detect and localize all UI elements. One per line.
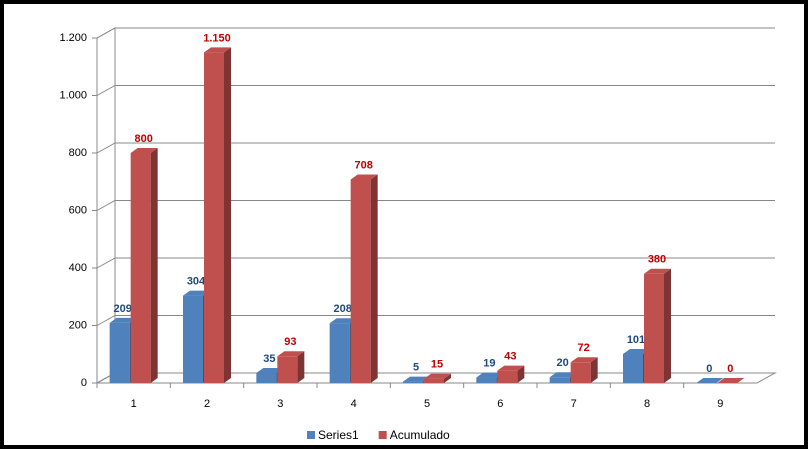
bar-side <box>517 365 525 383</box>
x-tick-label: 6 <box>497 398 503 410</box>
value-label: 19 <box>483 357 495 369</box>
bar <box>350 179 371 383</box>
bar-side <box>370 174 378 383</box>
y-tick-label: 800 <box>69 147 87 159</box>
bar-top <box>329 318 357 324</box>
value-label: 93 <box>284 336 296 348</box>
value-label: 800 <box>134 133 152 145</box>
value-label: 304 <box>187 276 206 288</box>
legend-swatch <box>307 431 315 439</box>
bar-top <box>350 174 378 180</box>
legend-label: Series1 <box>318 428 359 442</box>
x-tick-label: 1 <box>131 398 137 410</box>
grid-line <box>96 27 775 39</box>
bar-top <box>256 367 284 373</box>
value-label: 0 <box>706 363 712 375</box>
x-tick-label: 4 <box>351 398 357 410</box>
bar <box>424 378 444 383</box>
value-label: 0 <box>727 363 733 375</box>
bar <box>277 356 298 383</box>
value-label: 209 <box>113 303 131 315</box>
bar <box>329 323 350 383</box>
bar <box>497 370 518 383</box>
bar <box>256 372 277 383</box>
bar-side <box>224 47 231 383</box>
value-label: 101 <box>627 334 645 346</box>
bar <box>130 153 151 383</box>
bar-top <box>644 268 671 274</box>
bar-top <box>623 348 650 354</box>
bar-top <box>717 378 745 383</box>
bar-top <box>476 372 504 378</box>
x-tick-label: 2 <box>204 398 210 410</box>
grid-line <box>96 315 775 326</box>
grid-line <box>96 85 775 96</box>
bar-top <box>109 317 137 323</box>
y-tick-label: 1.200 <box>59 32 87 44</box>
bar-top <box>570 357 598 363</box>
value-label: 208 <box>333 303 351 315</box>
bar-top <box>549 372 577 378</box>
bar-side <box>590 357 598 383</box>
bar-top <box>183 290 210 296</box>
bar-top <box>403 376 430 382</box>
legend-swatch <box>378 431 387 439</box>
x-tick-label: 5 <box>424 398 430 410</box>
y-tick-label: 1.000 <box>59 89 87 101</box>
bar <box>570 362 591 383</box>
grid-line <box>96 257 775 269</box>
bar-side <box>444 373 451 383</box>
bar-top <box>424 373 451 379</box>
bar-side <box>664 268 671 383</box>
value-label: 43 <box>504 351 516 363</box>
x-tick-label: 9 <box>717 398 723 410</box>
value-label: 35 <box>263 353 275 365</box>
bar <box>549 377 570 383</box>
value-label: 5 <box>413 361 419 373</box>
value-label: 380 <box>648 254 666 266</box>
value-label: 20 <box>557 357 569 369</box>
value-label: 1.150 <box>203 32 231 44</box>
bar <box>109 322 130 383</box>
x-tick-label: 3 <box>277 398 283 410</box>
bar-top <box>277 351 305 357</box>
bar-top <box>130 148 158 153</box>
bar <box>204 52 224 383</box>
y-tick-label: 0 <box>81 377 87 389</box>
grid-line <box>96 142 775 154</box>
bar-top <box>204 47 231 53</box>
bar-top <box>497 365 525 371</box>
bar <box>623 353 643 383</box>
bar <box>476 377 497 383</box>
x-tick-label: 8 <box>644 398 650 410</box>
bar <box>403 381 423 383</box>
value-label: 708 <box>354 159 372 171</box>
value-label: 15 <box>431 359 443 371</box>
bar <box>644 273 664 383</box>
bar-top <box>696 378 724 383</box>
grid-line <box>96 200 775 211</box>
y-tick-label: 400 <box>69 262 87 274</box>
bar-side <box>150 148 158 383</box>
y-tick-label: 200 <box>69 319 87 331</box>
y-tick-label: 600 <box>69 204 87 216</box>
value-label: 72 <box>578 342 590 354</box>
bar-side <box>297 351 305 383</box>
x-tick-label: 7 <box>571 398 577 410</box>
legend-label: Acumulado <box>390 428 450 442</box>
bar <box>183 295 203 383</box>
